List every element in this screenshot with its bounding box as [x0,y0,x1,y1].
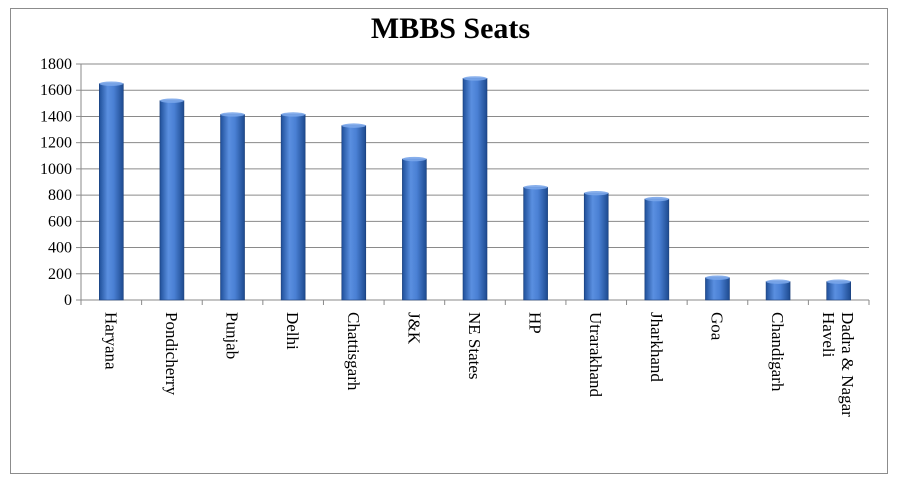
x-tick-label-line: HP [526,312,545,334]
bar [583,192,609,301]
y-tick-label: 1200 [40,135,72,152]
bar-cap [523,185,548,190]
x-tick-label: Chattisgarh [344,312,363,391]
x-tick-label-line: Jharkhand [647,312,666,382]
bar [523,186,548,301]
x-tick-label-line: Delhi [283,312,302,350]
x-tick-label: Utrarakhand [586,312,605,397]
x-tick-label-line: Utrarakhand [586,312,605,397]
y-tick-label: 1600 [40,82,72,99]
y-tick-label: 600 [48,213,72,230]
x-tick-label: HP [526,312,545,334]
bar-cap [159,98,184,103]
x-tick-label-line: NE States [465,312,484,380]
bar-cap [463,76,487,81]
x-tick-label-line: Chattisgarh [344,312,363,391]
bar [644,198,670,301]
bar [159,100,185,301]
bar-cap [644,196,669,202]
bar-cap [99,81,124,86]
y-tick-label: 1800 [40,56,72,73]
x-tick-label: Jharkhand [647,312,666,382]
x-tick-label: Punjab [223,312,242,359]
y-tick-label: 200 [48,266,72,283]
bar-cap [220,112,245,117]
x-tick-label: Chandigarh [768,312,787,392]
x-tick-label-line: Punjab [223,312,242,359]
chart-frame [10,8,888,474]
bar [826,281,851,301]
x-tick-label-line: Pondicherry [162,312,181,396]
bar [462,78,488,301]
y-tick-label: 800 [48,187,72,204]
x-tick-label-line: Goa [707,312,726,341]
bar-cap [402,156,427,162]
x-tick-label-line: Haryana [101,312,120,370]
x-tick-label-line: J&K [404,312,423,345]
bar [341,125,367,301]
x-tick-label: Goa [707,312,726,341]
bar-cap [281,112,306,117]
y-tick-label: 1400 [40,108,72,125]
bar [220,114,245,301]
x-tick-label-line: Haveli [819,312,838,358]
bar [402,158,427,301]
x-tick-label: Haryana [101,312,120,370]
bar-cap [826,279,851,284]
y-tick-label: 0 [64,292,72,309]
x-tick-label: Delhi [283,312,302,350]
bar-cap [341,123,366,128]
x-tick-label-line: Dadra & Nagar [838,312,857,417]
x-tick-label: Pondicherry [162,312,181,396]
x-tick-label: J&K [404,312,423,345]
y-tick-label: 1000 [40,161,72,178]
bar-cap [766,279,791,284]
y-tick-label: 400 [48,240,72,257]
bar-cap [705,275,730,280]
bar [99,83,124,301]
x-tick-label-line: Chandigarh [768,312,787,392]
bar-cap [584,190,609,196]
bar [705,277,730,301]
chart-title: MBBS Seats [370,12,531,45]
bar [765,281,791,301]
x-tick-label: NE States [465,312,484,380]
bar [280,114,306,301]
